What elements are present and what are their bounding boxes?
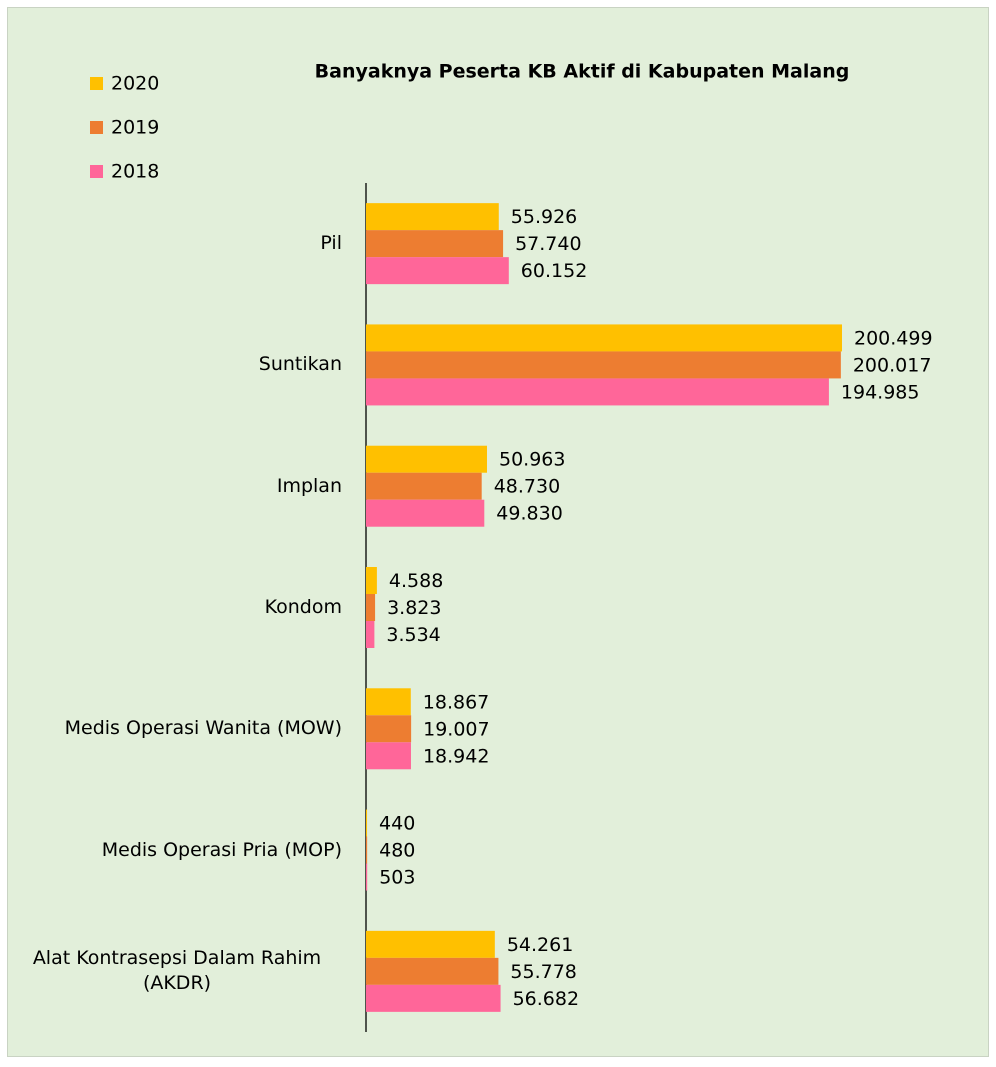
bar (366, 257, 509, 285)
value-label: 55.926 (511, 206, 577, 228)
legend-label: 2020 (111, 73, 159, 95)
value-label: 480 (379, 840, 415, 862)
value-label: 57.740 (515, 233, 581, 255)
category-label: Medis Operasi Wanita (MOW) (64, 717, 342, 740)
legend-swatch (90, 77, 103, 90)
category-label: Suntikan (258, 353, 342, 376)
legend-label: 2018 (111, 161, 159, 183)
bar (366, 324, 842, 352)
value-label: 3.823 (387, 597, 441, 619)
value-label: 4.588 (389, 570, 443, 592)
value-label: 194.985 (841, 381, 920, 403)
value-label: 60.152 (521, 260, 587, 282)
value-label: 19.007 (423, 718, 489, 740)
bar (366, 499, 485, 527)
value-label: 200.017 (853, 354, 932, 376)
bar (366, 230, 504, 258)
value-label: 440 (379, 813, 415, 835)
bar (366, 836, 368, 864)
bar (366, 688, 411, 716)
bar (366, 567, 377, 594)
bar (366, 472, 482, 500)
value-label: 56.682 (513, 988, 579, 1010)
bar (366, 351, 841, 379)
bar (366, 930, 495, 958)
value-label: 48.730 (494, 476, 560, 498)
category-label: Kondom (264, 596, 342, 618)
category-label: Implan (276, 474, 342, 497)
chart-frame (7, 7, 989, 1057)
bar (366, 715, 412, 743)
legend-swatch (90, 165, 103, 178)
bar (366, 742, 411, 770)
category-label: Alat Kontrasepsi Dalam Rahim (AKDR) (32, 947, 322, 995)
value-label: 50.963 (499, 449, 565, 471)
bar (366, 984, 501, 1012)
chart-title: Banyaknya Peserta KB Aktif di Kabupaten … (315, 61, 850, 83)
value-label: 54.261 (507, 934, 573, 956)
bar (366, 378, 829, 406)
bar (366, 809, 368, 837)
bar (366, 957, 499, 985)
value-label: 18.942 (423, 745, 489, 767)
value-label: 18.867 (423, 691, 489, 713)
bar (366, 203, 499, 231)
bar (366, 863, 368, 891)
bar (366, 621, 375, 648)
value-label: 200.499 (854, 327, 933, 349)
bar (366, 445, 487, 473)
category-label: Pil (320, 232, 342, 255)
bar (366, 594, 376, 621)
legend-swatch (90, 121, 103, 134)
legend-label: 2019 (111, 117, 159, 139)
value-label: 3.534 (386, 624, 440, 646)
value-label: 49.830 (496, 503, 562, 525)
category-label: Medis Operasi Pria (MOP) (101, 838, 342, 861)
value-label: 55.778 (510, 961, 576, 983)
value-label: 503 (379, 867, 415, 889)
